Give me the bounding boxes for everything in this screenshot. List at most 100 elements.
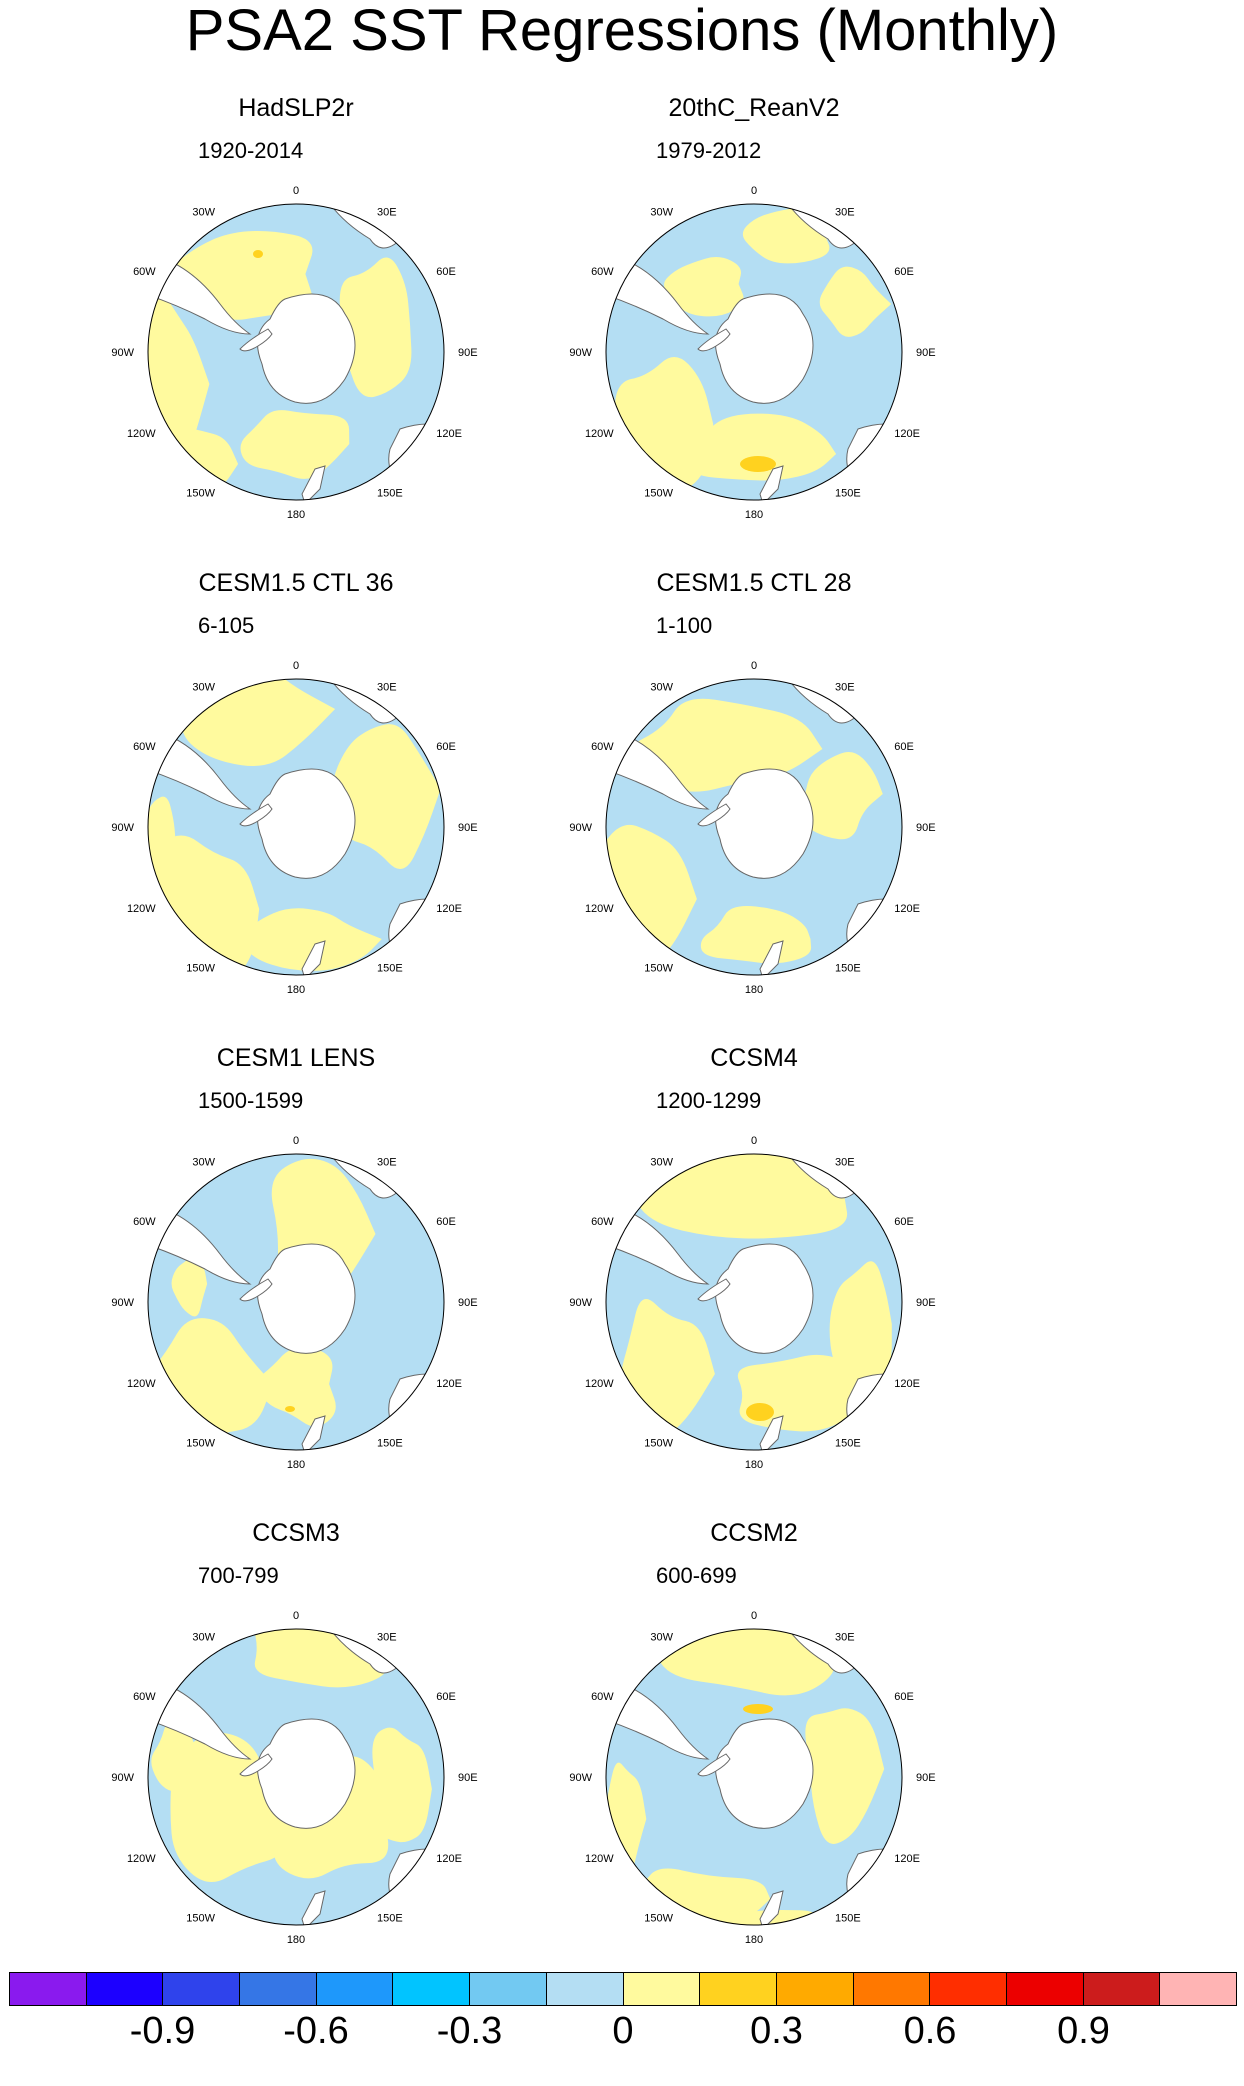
- longitude-label: 90W: [111, 1772, 134, 1784]
- longitude-label: 30E: [835, 1632, 855, 1644]
- figure-title: PSA2 SST Regressions (Monthly): [185, 0, 1059, 63]
- colorbar-label: -0.3: [436, 2010, 503, 2052]
- longitude-label: 90W: [569, 1297, 592, 1309]
- positive-anomaly-region: [819, 266, 892, 337]
- new-zealand-landmass: [301, 940, 326, 975]
- map-boundary: [147, 1628, 445, 1926]
- south-america-landmass: [148, 1678, 252, 1760]
- longitude-label: 120E: [436, 428, 462, 440]
- map-panel: HadSLP2r 1920-2014 0 30E 60E 90E 120E 150E 180 15…: [0, 94, 592, 564]
- longitude-label: 60W: [591, 1691, 614, 1703]
- panel-title: CESM1.5 CTL 36: [198, 569, 394, 597]
- panel-period: 1920-2014: [198, 138, 304, 163]
- colorbar-swatch: [776, 1973, 854, 2005]
- longitude-label: 120W: [585, 1853, 614, 1865]
- map-boundary: [147, 678, 445, 976]
- longitude-label: 90W: [569, 347, 592, 359]
- antarctica-landmass: [257, 1718, 356, 1829]
- map-boundary: [605, 1153, 903, 1451]
- longitude-label: 120W: [127, 1378, 156, 1390]
- longitude-label: 60E: [894, 266, 914, 278]
- antarctica-landmass: [257, 768, 356, 879]
- longitude-label: 30W: [650, 207, 673, 219]
- sst-field: [606, 679, 902, 975]
- longitude-label: 60W: [133, 1691, 156, 1703]
- longitude-label: 150W: [644, 962, 673, 974]
- colorbar-swatch: [393, 1973, 471, 2005]
- panel-grid: HadSLP2r 1920-2014 0 30E 60E 90E 120E 150E 180 15…: [0, 94, 936, 1946]
- longitude-label: 90E: [458, 1772, 478, 1784]
- positive-anomaly-region: [241, 908, 382, 971]
- south-america-landmass: [606, 1203, 710, 1285]
- antarctica-landmass: [715, 293, 814, 404]
- panel-period: 1-100: [656, 613, 713, 638]
- positive-anomaly-region: [657, 1629, 835, 1696]
- longitude-label: 0: [751, 185, 757, 197]
- longitude-label: 30W: [192, 1632, 215, 1644]
- antarctica-landmass: [715, 768, 814, 879]
- colorbar-label: 0.9: [1057, 2010, 1110, 2052]
- longitude-label: 30W: [650, 682, 673, 694]
- panel-title: CCSM4: [710, 1044, 798, 1072]
- colorbar-label: 0: [612, 2010, 634, 2052]
- positive-anomaly-region: [372, 1727, 432, 1843]
- map-panel: CESM1 LENS 1500-1599 0 30E 60E 90E 120E 150E 180…: [0, 1044, 592, 1514]
- longitude-label: 30E: [835, 682, 855, 694]
- colorbar-swatch: [853, 1973, 931, 2005]
- panel-period: 600-699: [656, 1563, 737, 1588]
- colorbar-labels: -0.9 -0.6 -0.3 0 0.3 0.6 0.9: [9, 2010, 1237, 2070]
- longitude-label: 150E: [377, 962, 403, 974]
- new-zealand-landmass: [301, 465, 326, 500]
- positive-anomaly-region: [170, 1732, 299, 1883]
- sst-field: [148, 204, 444, 500]
- positive-anomaly-region: [630, 698, 823, 792]
- map-boundary: [147, 203, 445, 501]
- map-boundary: [605, 203, 903, 501]
- antarctic-peninsula: [697, 1753, 731, 1777]
- longitude-label: 120W: [585, 1378, 614, 1390]
- map-boundary: [605, 1628, 903, 1926]
- panel-period: 1200-1299: [656, 1088, 762, 1113]
- antarctica-landmass: [715, 1718, 814, 1829]
- longitude-label: 60E: [436, 266, 456, 278]
- longitude-label: 30E: [377, 1157, 397, 1169]
- longitude-label: 180: [287, 1934, 305, 1946]
- longitude-label: 90E: [916, 1297, 936, 1309]
- positive-anomaly-region: [171, 1254, 208, 1317]
- longitude-label: 120W: [585, 428, 614, 440]
- colorbar-swatch: [316, 1973, 394, 2005]
- longitude-label: 90W: [569, 1772, 592, 1784]
- longitude-label: 0: [751, 660, 757, 672]
- positive-anomaly-region: [805, 1708, 885, 1844]
- longitude-label: 0: [293, 660, 299, 672]
- panel-period: 1500-1599: [198, 1088, 304, 1113]
- longitude-label: 150E: [377, 1912, 403, 1924]
- new-zealand-landmass: [759, 465, 784, 500]
- positive-anomaly-region: [684, 413, 837, 481]
- longitude-label: 90E: [458, 1297, 478, 1309]
- south-america-landmass: [606, 728, 710, 810]
- longitude-label: 90E: [916, 1772, 936, 1784]
- map-panel: CCSM2 600-699 0 30E 60E 90E 120E 150E 180 150W 120…: [458, 1519, 1050, 1989]
- longitude-label: 60W: [591, 741, 614, 753]
- colorbar-swatch: [86, 1973, 164, 2005]
- longitude-label: 90W: [111, 1297, 134, 1309]
- longitude-label: 60E: [894, 741, 914, 753]
- longitude-label: 180: [287, 509, 305, 521]
- colorbar: [9, 1972, 1237, 2006]
- strong-positive-anomaly: [285, 1406, 295, 1412]
- antarctic-peninsula: [239, 1278, 273, 1302]
- longitude-label: 30E: [377, 1632, 397, 1644]
- sst-field: [606, 1629, 902, 1925]
- panel-title: CCSM2: [710, 1519, 798, 1547]
- colorbar-swatch: [1160, 1973, 1236, 2005]
- longitude-label: 30W: [192, 682, 215, 694]
- longitude-label: 90E: [916, 347, 936, 359]
- longitude-label: 150E: [377, 1437, 403, 1449]
- sst-field: [148, 1629, 444, 1925]
- colorbar-label: -0.6: [283, 2010, 349, 2052]
- positive-anomaly-region: [664, 257, 744, 317]
- longitude-label: 0: [293, 1135, 299, 1147]
- antarctic-peninsula: [239, 803, 273, 827]
- antarctic-peninsula: [239, 328, 273, 352]
